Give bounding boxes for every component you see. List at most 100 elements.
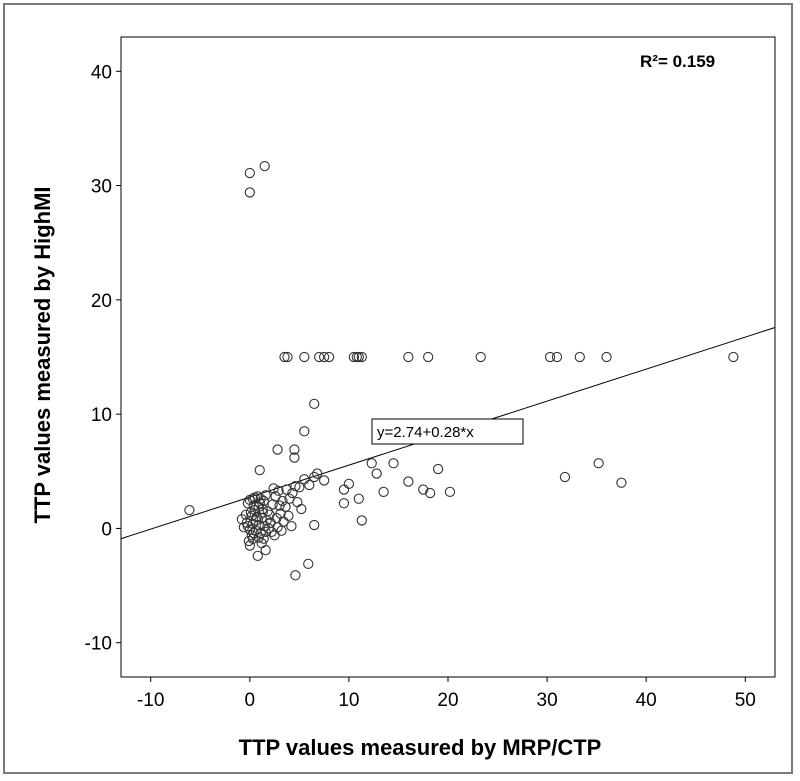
y-tick-label: 40 bbox=[91, 62, 112, 83]
y-axis-title: TTP values measured by HighMI bbox=[30, 186, 55, 523]
data-point bbox=[259, 160, 270, 172]
data-point bbox=[260, 526, 271, 538]
data-point bbox=[279, 351, 290, 363]
data-point bbox=[244, 167, 255, 179]
data-point bbox=[388, 458, 399, 469]
y-tick-label: -10 bbox=[85, 634, 112, 655]
data-point bbox=[314, 351, 325, 363]
data-point bbox=[184, 504, 195, 516]
data-point bbox=[248, 527, 259, 539]
data-point bbox=[269, 530, 280, 541]
x-tick-label: 50 bbox=[735, 690, 756, 711]
data-point bbox=[616, 477, 627, 488]
data-point bbox=[272, 444, 283, 455]
data-point bbox=[318, 351, 330, 363]
data-point bbox=[728, 351, 739, 363]
data-point bbox=[252, 550, 263, 562]
data-point bbox=[432, 463, 444, 475]
data-point bbox=[264, 509, 275, 520]
data-point bbox=[254, 464, 265, 476]
x-tick-label: 10 bbox=[338, 690, 359, 711]
data-point bbox=[276, 525, 287, 536]
data-point bbox=[274, 500, 285, 511]
data-point bbox=[260, 490, 271, 501]
data-point bbox=[290, 570, 301, 581]
data-point bbox=[242, 520, 253, 532]
data-point bbox=[444, 486, 456, 498]
data-point bbox=[544, 351, 556, 363]
x-axis: -10 0 10 20 30 40 50 bbox=[137, 677, 756, 711]
data-point bbox=[287, 487, 298, 499]
data-point bbox=[323, 351, 335, 363]
data-point bbox=[238, 522, 250, 533]
fit-equation: y=2.74+0.28*x bbox=[377, 424, 474, 441]
x-tick-label: 0 bbox=[245, 690, 256, 711]
data-point bbox=[243, 535, 254, 547]
data-point bbox=[312, 468, 323, 479]
data-point bbox=[318, 475, 330, 486]
data-point bbox=[338, 484, 350, 495]
data-point bbox=[258, 533, 269, 544]
y-tick-label: 30 bbox=[91, 177, 112, 198]
data-point bbox=[281, 484, 292, 495]
data-point bbox=[343, 478, 355, 490]
data-point bbox=[260, 544, 271, 556]
data-point bbox=[289, 444, 300, 455]
x-tick-label: 20 bbox=[437, 690, 458, 711]
x-axis-title: TTP values measured by MRP/CTP bbox=[239, 735, 602, 760]
data-point bbox=[254, 498, 265, 509]
data-point bbox=[348, 351, 360, 363]
data-point bbox=[425, 487, 436, 499]
data-point bbox=[250, 515, 261, 526]
data-point bbox=[304, 479, 315, 491]
r-squared-label: R²= 0.159 bbox=[640, 52, 715, 71]
data-point bbox=[283, 510, 294, 522]
data-point bbox=[244, 540, 255, 551]
data-point bbox=[559, 471, 571, 483]
equation-label-box: y=2.74+0.28*x bbox=[371, 418, 524, 445]
data-point bbox=[378, 486, 389, 498]
data-point bbox=[353, 351, 364, 363]
data-point bbox=[403, 351, 414, 363]
data-point bbox=[245, 507, 256, 518]
data-point bbox=[309, 398, 320, 410]
data-point bbox=[475, 351, 486, 363]
data-point bbox=[294, 482, 305, 493]
data-point bbox=[289, 452, 300, 463]
data-point bbox=[248, 500, 259, 511]
data-point bbox=[366, 458, 377, 469]
plot-area bbox=[120, 36, 776, 678]
data-point bbox=[356, 351, 367, 363]
data-point bbox=[574, 351, 585, 363]
data-point bbox=[309, 471, 320, 483]
y-tick-label: 0 bbox=[101, 519, 112, 540]
data-point bbox=[296, 503, 307, 515]
data-point bbox=[256, 538, 267, 549]
data-point bbox=[246, 530, 257, 541]
data-point bbox=[290, 480, 301, 492]
y-tick-label: 20 bbox=[91, 291, 112, 312]
data-point bbox=[403, 476, 414, 487]
data-point bbox=[273, 485, 284, 496]
data-points bbox=[184, 160, 739, 581]
data-point bbox=[292, 496, 303, 508]
data-point bbox=[244, 187, 255, 198]
data-point bbox=[257, 507, 268, 518]
data-point bbox=[242, 498, 253, 509]
y-axis: -10 0 10 20 30 40 bbox=[85, 62, 121, 655]
x-tick-label: 30 bbox=[537, 690, 558, 711]
data-point bbox=[338, 498, 350, 509]
data-point bbox=[268, 483, 279, 494]
data-point bbox=[309, 519, 320, 531]
y-tick-label: 10 bbox=[91, 405, 112, 426]
x-tick-label: 40 bbox=[636, 690, 657, 711]
data-point bbox=[356, 515, 367, 526]
data-point bbox=[353, 493, 364, 504]
data-point bbox=[263, 523, 274, 534]
data-point bbox=[303, 558, 314, 570]
data-point bbox=[299, 351, 310, 363]
data-point bbox=[371, 468, 382, 479]
data-point bbox=[286, 520, 297, 532]
data-point bbox=[299, 426, 310, 437]
